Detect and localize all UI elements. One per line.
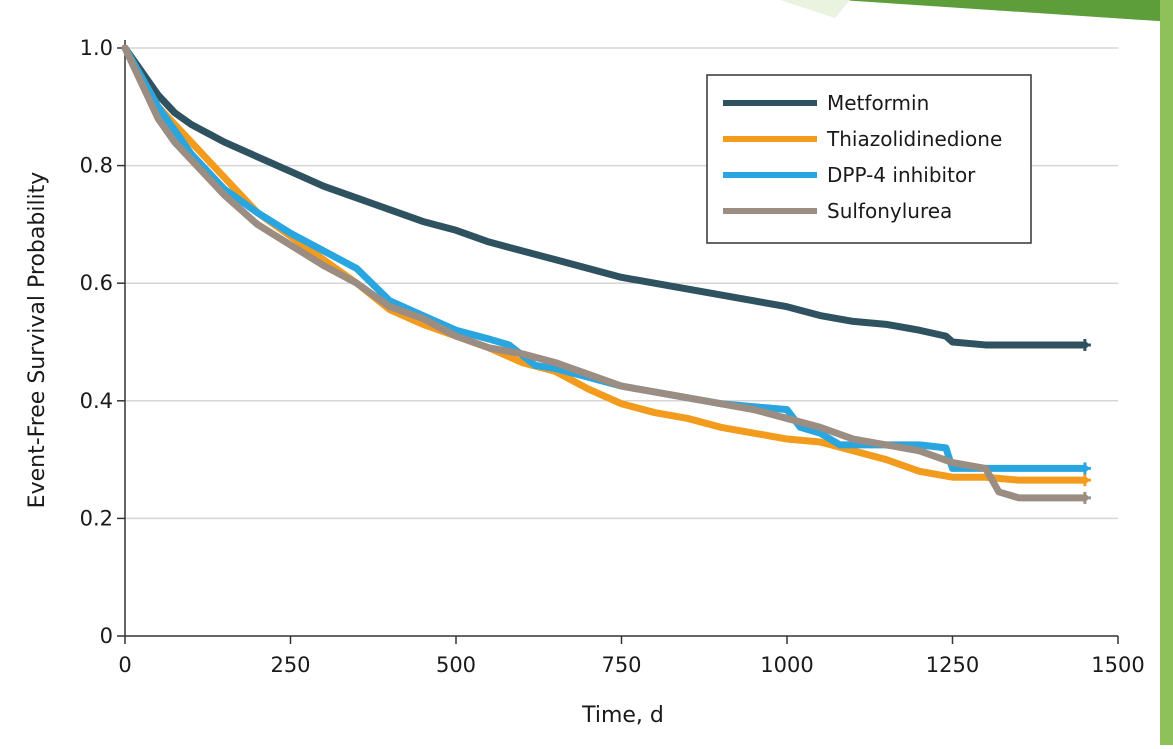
x-tick-label: 250 xyxy=(270,653,310,677)
legend: Metformin Thiazolidinedione DPP-4 inhibito… xyxy=(707,75,1031,243)
censor-mark xyxy=(1079,492,1091,504)
x-axis-title: Time, d xyxy=(581,703,664,728)
x-tick-label: 500 xyxy=(436,653,476,677)
y-tick-label: 0.6 xyxy=(80,271,113,295)
y-tick-label: 0.8 xyxy=(80,154,113,178)
censor-mark xyxy=(1079,462,1091,474)
legend-label-0: Metformin xyxy=(827,91,929,115)
x-tick-label: 1500 xyxy=(1091,653,1144,677)
legend-label-1: Thiazolidinedione xyxy=(826,127,1002,151)
y-tick-label: 0.2 xyxy=(80,506,113,530)
y-tick-label: 0.4 xyxy=(80,389,113,413)
x-tick-label: 1000 xyxy=(760,653,813,677)
y-tick-label: 0 xyxy=(100,624,113,648)
y-tick-label: 1.0 xyxy=(80,36,113,60)
censor-mark xyxy=(1079,474,1091,486)
censor-mark xyxy=(1079,339,1091,351)
y-axis-title: Event-Free Survival Probability xyxy=(25,172,50,509)
x-tick-label: 0 xyxy=(118,653,131,677)
x-tick-label: 750 xyxy=(601,653,641,677)
x-tick-label: 1250 xyxy=(926,653,979,677)
legend-label-2: DPP-4 inhibitor xyxy=(827,163,976,187)
legend-label-3: Sulfonylurea xyxy=(827,199,952,223)
